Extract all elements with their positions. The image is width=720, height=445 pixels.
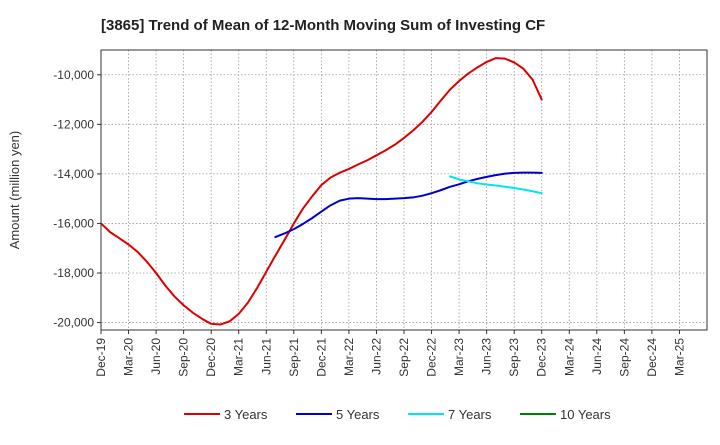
- y-tick-label: -14,000: [53, 167, 94, 181]
- x-tick-label: Mar-22: [342, 338, 356, 376]
- series-line-3-years: [100, 57, 543, 326]
- y-tick-label: -16,000: [53, 216, 94, 230]
- x-tick-label: Dec-23: [535, 338, 549, 377]
- x-tick-label: Sep-21: [287, 338, 301, 377]
- y-axis-label: Amount (million yen): [7, 131, 22, 250]
- chart-title: [3865] Trend of Mean of 12-Month Moving …: [101, 17, 545, 34]
- x-tick-label: Mar-24: [562, 338, 576, 376]
- x-tick-label: Dec-21: [314, 338, 328, 377]
- x-tick-label: Mar-23: [452, 338, 466, 376]
- grid-layer: [101, 50, 707, 330]
- x-tick-label: Dec-20: [204, 338, 218, 377]
- series-line-5-years: [274, 171, 543, 239]
- legend-label: 7 Years: [448, 407, 492, 422]
- x-tick-label: Dec-19: [94, 338, 108, 377]
- x-tick-label: Mar-20: [122, 338, 136, 376]
- legend: 3 Years 5 Years 7 Years 10 Years: [184, 407, 611, 422]
- legend-label: 3 Years: [224, 407, 268, 422]
- x-tick-label: Sep-20: [177, 338, 191, 377]
- x-tick-label: Sep-22: [397, 338, 411, 377]
- legend-label: 5 Years: [336, 407, 380, 422]
- y-tick-label: -10,000: [53, 68, 94, 82]
- x-tick-label: Dec-24: [645, 338, 659, 377]
- x-tick-label: Mar-25: [672, 338, 686, 376]
- y-tick-label: -18,000: [53, 266, 94, 280]
- x-tick-label: Dec-22: [425, 338, 439, 377]
- x-tick-label: Mar-21: [232, 338, 246, 376]
- x-tick-label: Jun-21: [259, 338, 273, 375]
- x-tick-label: Jun-22: [369, 338, 383, 375]
- series-line-7-years: [449, 175, 543, 195]
- x-tick-label: Jun-24: [590, 338, 604, 375]
- x-tick-label: Sep-23: [507, 338, 521, 377]
- legend-label: 10 Years: [560, 407, 611, 422]
- y-axis-ticks: -20,000 -18,000 -16,000 -14,000 -12,000 -10,0…: [53, 68, 101, 330]
- x-tick-label: Sep-24: [617, 338, 631, 377]
- x-axis-ticks: Dec-19 Mar-20 Jun-20 Sep-20 Dec-20 Mar-21 Jun-…: [94, 330, 686, 377]
- series-layer: [100, 57, 543, 326]
- y-tick-label: -20,000: [53, 316, 94, 330]
- x-tick-label: Jun-20: [149, 338, 163, 375]
- x-tick-label: Jun-23: [480, 338, 494, 375]
- y-tick-label: -12,000: [53, 117, 94, 131]
